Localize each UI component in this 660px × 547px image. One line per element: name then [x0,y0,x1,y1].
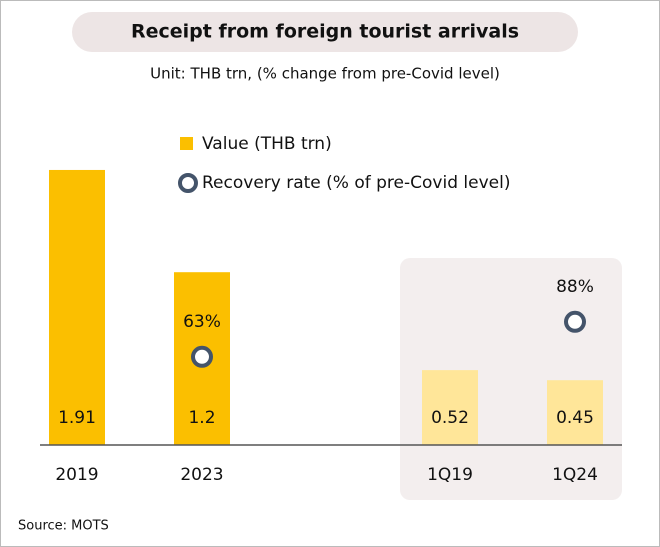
bar-value-label: 0.45 [556,408,594,428]
recovery-marker [191,345,213,368]
x-tick-label: 1Q19 [427,465,473,485]
bar [49,169,105,445]
bar [422,370,478,445]
bar [547,380,603,445]
x-tick-label: 1Q24 [552,465,598,485]
legend-swatch [180,137,193,150]
bar-value-label: 1.2 [188,408,215,428]
recovery-marker [564,310,586,333]
recovery-label: 88% [556,277,594,297]
chart-title: Receipt from foreign tourist arrivals [131,21,519,43]
x-tick-label: 2023 [180,465,223,485]
source-note: Source: MOTS [18,519,109,534]
legend-marker [178,173,198,193]
x-tick-label: 2019 [55,465,98,485]
legend-label: Value (THB trn) [202,134,332,154]
legend-label: Recovery rate (% of pre-Covid level) [202,173,510,193]
title-pill [72,12,578,52]
bar-value-label: 0.52 [431,408,469,428]
chart-subtitle: Unit: THB trn, (% change from pre-Covid … [150,65,500,83]
recovery-label: 63% [183,312,221,332]
bar-value-label: 1.91 [58,408,96,428]
